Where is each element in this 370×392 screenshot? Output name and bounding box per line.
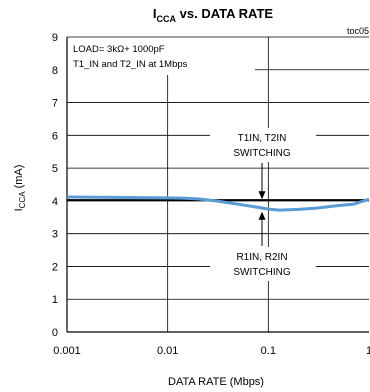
annotations: T1IN, T2IN SWITCHING R1IN, R2IN SWITCHIN… <box>233 133 290 278</box>
y-tick-label-3: 3 <box>52 229 58 241</box>
chart-title: ICCA vs. DATA RATE <box>153 6 273 24</box>
y-axis-label: ICCA (mA) <box>13 165 27 212</box>
x-tick-label-1: 1 <box>366 345 370 357</box>
x-tick-label-0.01: 0.01 <box>157 345 178 357</box>
grid <box>67 36 369 332</box>
series-2-label-line2: SWITCHING <box>233 267 290 278</box>
y-tick-label-6: 6 <box>52 130 58 142</box>
y-tick-label-9: 9 <box>52 32 58 44</box>
title-main: I <box>153 6 157 21</box>
y-tick-label-0: 0 <box>52 327 58 339</box>
y-tick-label-7: 7 <box>52 98 58 110</box>
y-tick-label-8: 8 <box>52 65 58 77</box>
series-1-label-line1: T1IN, T2IN <box>238 133 287 144</box>
series-2-line <box>66 195 370 212</box>
figure-code: toc05 <box>347 26 369 36</box>
x-tick-label-0.001: 0.001 <box>53 345 81 357</box>
axes <box>66 37 369 333</box>
y-label-subscript: CCA <box>18 191 27 209</box>
series-1-arrowhead <box>258 191 266 200</box>
y-tick-label-5: 5 <box>52 163 58 175</box>
y-tick-label-1: 1 <box>52 294 58 306</box>
y-label-main: I <box>13 208 25 211</box>
x-axis-label: DATA RATE (Mbps) <box>168 376 264 388</box>
condition-inputs: T1_IN and T2_IN at 1Mbps <box>73 59 188 70</box>
x-tick-label-0.1: 0.1 <box>261 345 276 357</box>
series-group <box>66 195 370 212</box>
series-2-arrowhead <box>258 211 266 220</box>
title-subscript: CCA <box>157 14 177 24</box>
series-2-label-line1: R1IN, R2IN <box>236 252 287 263</box>
y-label-rest: (mA) <box>13 165 25 192</box>
y-tick-label-4: 4 <box>52 196 58 208</box>
title-rest: vs. DATA RATE <box>176 6 273 21</box>
condition-load: LOAD= 3kΩ+ 1000pF <box>73 44 165 55</box>
series-1-label-line2: SWITCHING <box>233 148 290 159</box>
tick-labels: 0 1 2 3 4 5 6 7 8 9 0.001 0.01 0.1 1 <box>52 32 370 357</box>
y-tick-label-2: 2 <box>52 261 58 273</box>
